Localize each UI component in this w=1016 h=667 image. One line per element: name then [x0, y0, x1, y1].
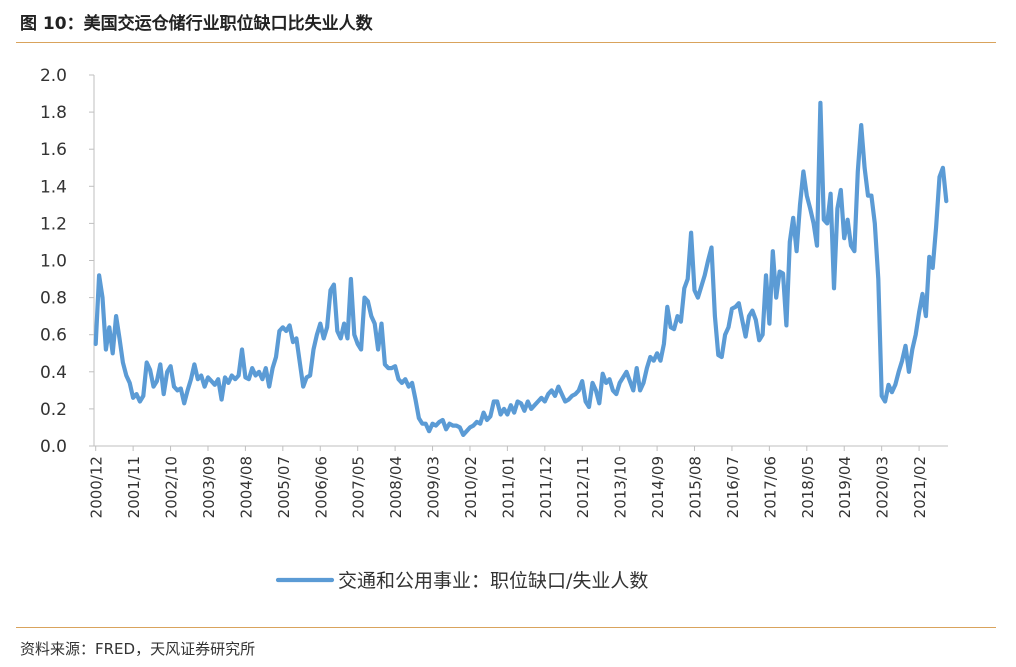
- x-tick-label: 2020/03: [874, 456, 892, 518]
- x-tick-label: 2009/03: [425, 456, 443, 518]
- y-tick-label: 1.8: [40, 103, 67, 123]
- x-tick-label: 2013/10: [612, 456, 630, 518]
- x-tick-label: 2012/11: [574, 456, 592, 518]
- x-tick-label: 2002/10: [163, 456, 181, 518]
- x-tick-label: 2011/12: [537, 456, 555, 518]
- x-tick-label: 2018/05: [799, 456, 817, 518]
- x-tick-label: 2010/02: [462, 456, 480, 518]
- y-tick-label: 0.0: [40, 437, 67, 457]
- y-tick-label: 0.4: [40, 363, 67, 383]
- x-tick-label: 2011/01: [499, 456, 517, 518]
- x-tick-label: 2004/08: [237, 456, 255, 518]
- y-tick-label: 1.4: [40, 177, 67, 197]
- y-tick-label: 1.2: [40, 214, 67, 234]
- y-tick-label: 0.8: [40, 289, 67, 309]
- x-tick-label: 2021/02: [911, 456, 929, 518]
- legend: 交通和公用事业：职位缺口/失业人数: [275, 570, 648, 592]
- source-note: 资料来源：FRED，天风证券研究所: [20, 640, 256, 658]
- x-tick-label: 2000/12: [88, 456, 106, 518]
- x-tick-label: 2014/09: [649, 456, 667, 518]
- x-tick-label: 2005/07: [275, 456, 293, 518]
- series-layer: [93, 100, 949, 437]
- y-axis: 0.0 0.2 0.4 0.6 0.8 1.0 1.2 1.4 1.6 1.8 2.0: [40, 66, 95, 457]
- x-tick-label: 2003/09: [200, 456, 218, 518]
- legend-label: 交通和公用事业：职位缺口/失业人数: [338, 570, 648, 592]
- y-tick-label: 1.0: [40, 252, 67, 272]
- x-tick-label: 2015/08: [687, 456, 705, 518]
- series-line: [93, 100, 949, 437]
- x-axis: 2000/12 2001/11 2002/10 2003/09 2004/08 2005/…: [88, 445, 948, 518]
- x-tick-label: 2019/04: [836, 456, 854, 518]
- y-tick-label: 0.6: [40, 326, 67, 346]
- source-rule: [16, 627, 996, 628]
- x-tick-label: 2006/06: [312, 456, 330, 518]
- x-tick-label: 2007/05: [350, 456, 368, 518]
- y-tick-label: 2.0: [40, 66, 67, 86]
- x-tick-label: 2016/07: [724, 456, 742, 518]
- x-tick-label: 2017/06: [761, 456, 779, 518]
- title-rule: [16, 42, 996, 43]
- x-tick-label: 2008/04: [387, 456, 405, 518]
- y-tick-label: 1.6: [40, 140, 67, 160]
- y-tick-label: 0.2: [40, 400, 67, 420]
- x-tick-label: 2001/11: [125, 456, 143, 518]
- figure-title: 图 10：美国交运仓储行业职位缺口比失业人数: [20, 14, 373, 34]
